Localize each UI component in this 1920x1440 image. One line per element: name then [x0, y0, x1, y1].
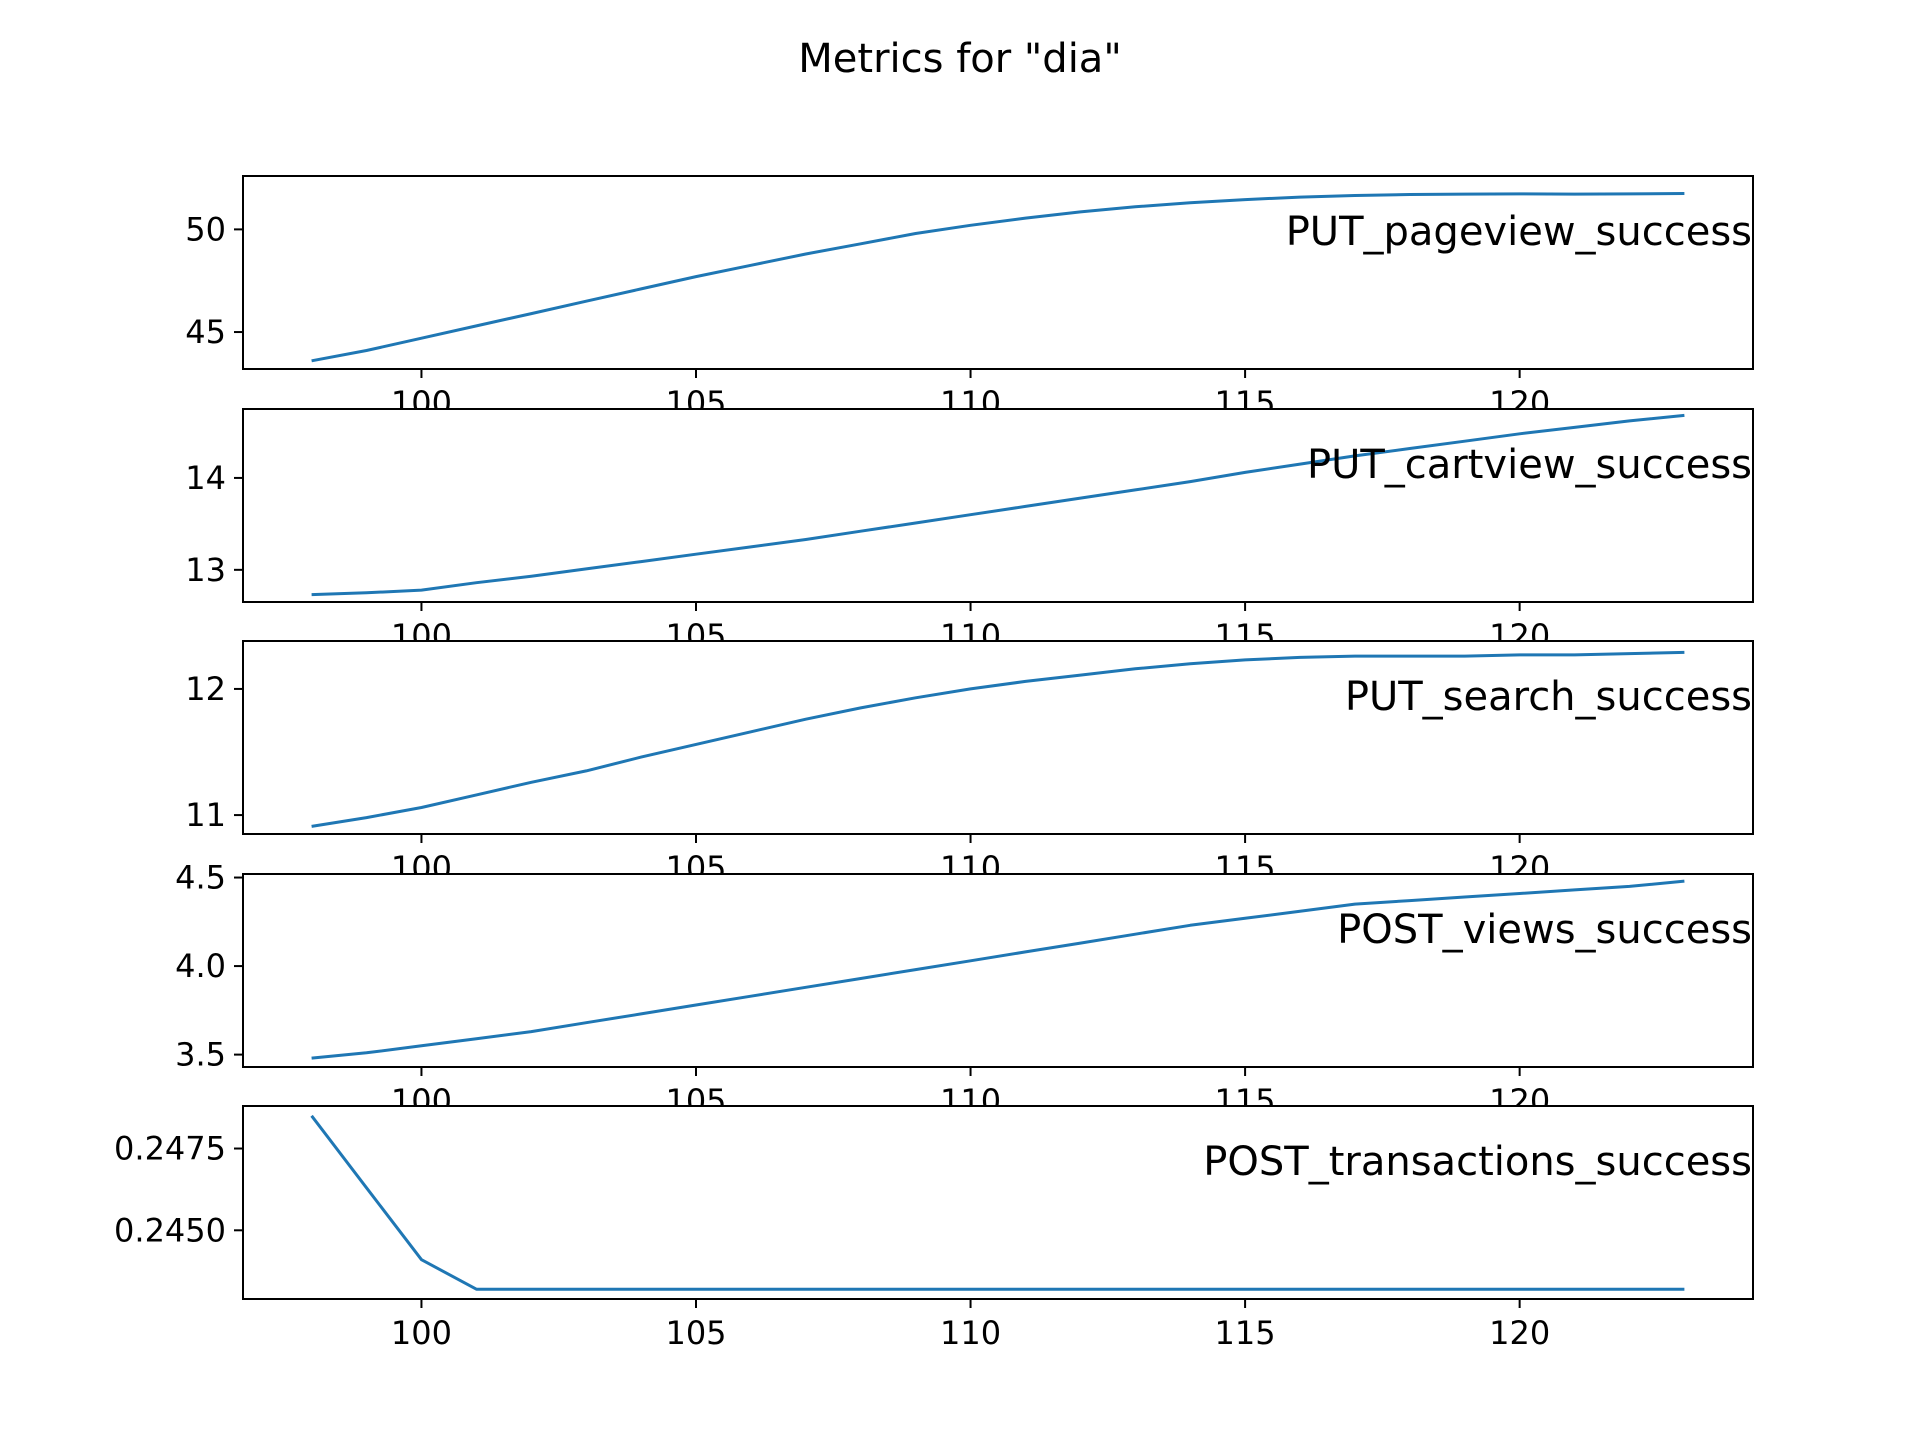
y-tick-label: 11	[185, 796, 226, 834]
series-line	[310, 1114, 1685, 1291]
series-label: PUT_cartview_success	[1307, 442, 1752, 488]
y-tick-label: 45	[185, 313, 226, 351]
series-label: PUT_search_success	[1345, 674, 1752, 720]
axes-frame	[242, 175, 1754, 370]
x-tick-label: 110	[940, 1314, 1001, 1352]
series-line	[311, 650, 1685, 828]
y-tick-label: 13	[185, 551, 226, 589]
y-tick-label: 4.0	[175, 947, 226, 985]
y-tick-label: 50	[185, 210, 226, 248]
x-tick-label: 100	[391, 1314, 452, 1352]
series-line	[311, 879, 1685, 1060]
plot-area	[243, 176, 1753, 369]
series-line	[311, 413, 1685, 597]
x-tick-label: 105	[665, 1314, 726, 1352]
subplot-4: 100 105 110 115 1203.54.04.5POST_views_succe…	[175, 859, 1754, 1120]
y-tick-label: 14	[185, 459, 226, 497]
plot-area	[243, 874, 1753, 1067]
x-tick-label: 115	[1215, 1314, 1276, 1352]
plot-area	[243, 641, 1753, 834]
axes-frame	[242, 873, 1754, 1068]
plot-area	[243, 1106, 1753, 1299]
series-label: PUT_pageview_success	[1286, 209, 1752, 255]
axes-frame	[242, 640, 1754, 835]
plot-area	[243, 409, 1753, 602]
figure-title: Metrics for "dia"	[798, 36, 1121, 82]
y-tick-label: 0.2450	[114, 1211, 226, 1249]
axes-frame	[242, 408, 1754, 603]
series-label: POST_transactions_success	[1203, 1139, 1752, 1185]
series-label: POST_views_success	[1337, 907, 1752, 953]
x-tick-label: 120	[1489, 1314, 1550, 1352]
subplot-5: 100 105 110 115 120 0.2450 0.2475 POST_transact…	[114, 1105, 1754, 1352]
y-tick-label: 3.5	[175, 1036, 226, 1074]
y-tick-label: 0.2475	[114, 1130, 226, 1168]
y-tick-label: 4.5	[175, 859, 226, 897]
y-tick-label: 12	[185, 670, 226, 708]
subplots-container: 100 105 110 115 120 45 50 PUT_pageview_success 1…	[114, 175, 1754, 1352]
axes-frame	[242, 1105, 1754, 1300]
series-line	[311, 192, 1685, 363]
